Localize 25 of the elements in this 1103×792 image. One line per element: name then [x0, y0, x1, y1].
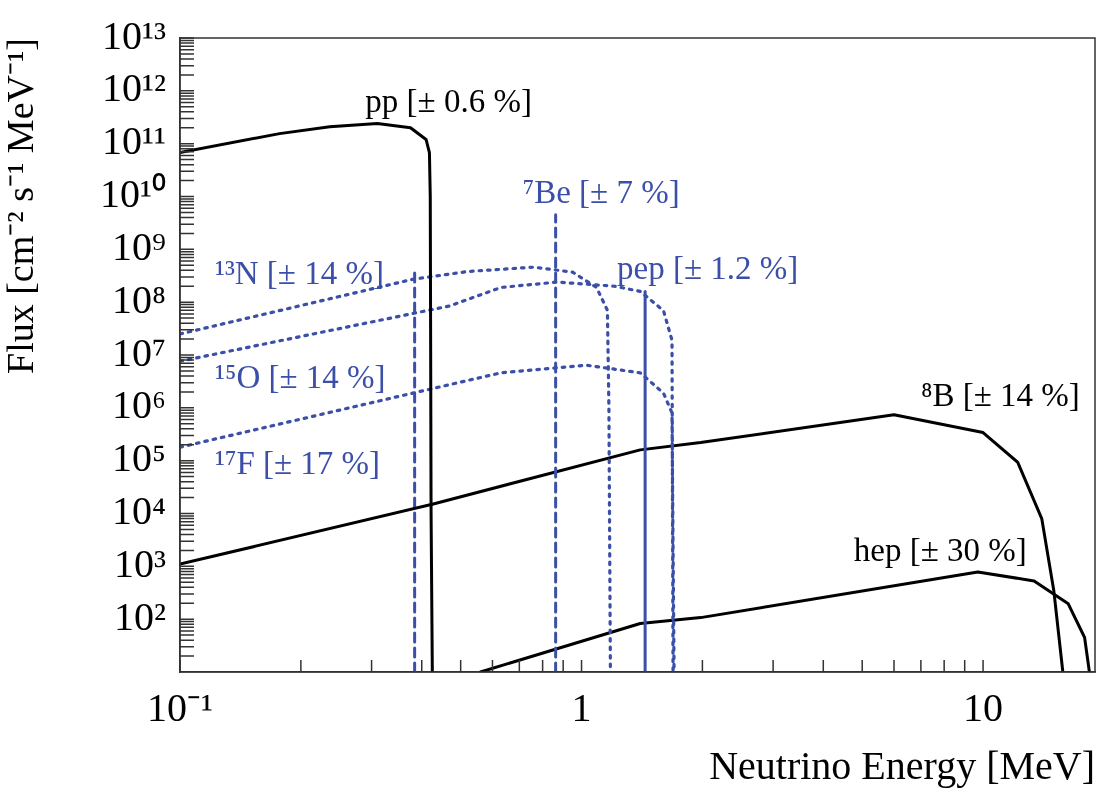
y-axis-title: Flux [cm⁻² s⁻¹ MeV⁻¹]: [0, 38, 41, 374]
y-tick-label: 10¹³: [102, 12, 167, 58]
series-label: pp [± 0.6 %]: [365, 82, 532, 119]
x-tick-label: 10⁻¹: [147, 684, 213, 730]
y-tick-label: 10⁷: [112, 329, 166, 375]
y-tick-label: 10¹⁰: [100, 171, 166, 216]
series-label: ⁷Be [± 7 %]: [522, 173, 680, 210]
x-axis-title: Neutrino Energy [MeV]: [709, 742, 1095, 788]
y-tick-label: 10²: [114, 593, 166, 639]
x-tick-label: 1: [571, 684, 592, 730]
y-tick-label: 10⁶: [112, 382, 166, 428]
series-label: ¹⁷F [± 17 %]: [215, 445, 381, 482]
series-label: ¹³N [± 14 %]: [215, 254, 384, 291]
y-tick-label: 10⁹: [112, 223, 166, 269]
y-tick-label: 10⁴: [112, 488, 166, 533]
y-tick-label: 10¹²: [102, 65, 167, 111]
y-tick-label: 10¹¹: [102, 118, 166, 164]
x-tick-label: 10: [963, 684, 1004, 730]
y-tick-label: 10⁸: [112, 276, 166, 322]
y-tick-label: 10³: [114, 540, 166, 586]
y-tick-label: 10⁵: [112, 435, 166, 481]
series-label: hep [± 30 %]: [853, 532, 1027, 569]
series-label: ¹⁵O [± 14 %]: [215, 359, 386, 396]
series-label: pep [± 1.2 %]: [617, 250, 799, 287]
series-label: ⁸B [± 14 %]: [920, 376, 1080, 413]
